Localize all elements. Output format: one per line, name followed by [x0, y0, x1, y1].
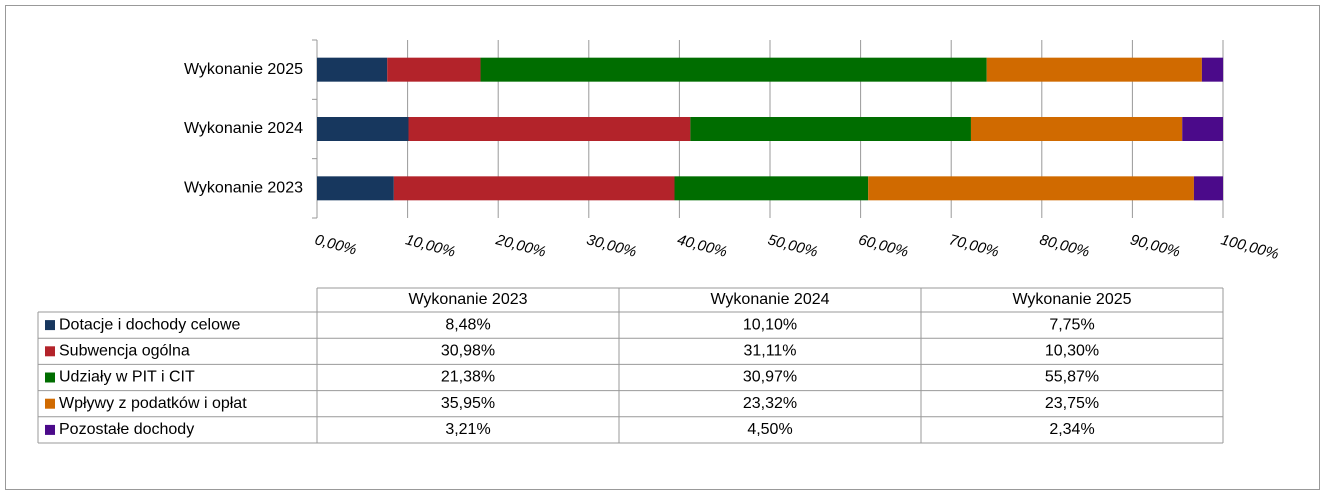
table-cell: 3,21% — [445, 421, 490, 438]
bar-segment — [408, 117, 691, 141]
table-cell: 8,48% — [445, 316, 490, 333]
table-cell: 10,10% — [743, 316, 797, 333]
legend-swatch — [45, 320, 55, 331]
table-cell: 23,75% — [1045, 395, 1099, 412]
bar-segment — [674, 176, 869, 201]
table-cell: 21,38% — [441, 369, 495, 386]
table-header: Wykonanie 2025 — [1012, 291, 1131, 308]
legend-label: Pozostałe dochody — [59, 421, 194, 438]
table-cell: 23,32% — [743, 395, 797, 412]
table-cell: 10,30% — [1045, 343, 1099, 360]
y-tick-label: Wykonanie 2025 — [184, 61, 303, 78]
table-cell: 4,50% — [747, 421, 792, 438]
table-header: Wykonanie 2023 — [408, 291, 527, 308]
bar-segment — [317, 57, 388, 82]
bar-segment — [1193, 176, 1223, 201]
legend-label: Dotacje i dochody celowe — [59, 316, 241, 333]
table-cell: 30,98% — [441, 343, 495, 360]
bar-segment — [690, 117, 971, 141]
y-tick-label: Wykonanie 2024 — [184, 120, 303, 137]
bar-segment — [387, 57, 481, 82]
legend-swatch — [45, 398, 55, 409]
legend-label: Udziały w PIT i CIT — [59, 369, 195, 386]
table-cell: 31,11% — [743, 343, 796, 360]
chart-border — [5, 5, 1320, 490]
bar-segment — [970, 117, 1183, 141]
table-cell: 7,75% — [1049, 316, 1094, 333]
table-cell: 55,87% — [1045, 369, 1099, 386]
legend-label: Subwencja ogólna — [59, 343, 190, 360]
table-cell: 30,97% — [743, 369, 797, 386]
bar-segment — [986, 57, 1202, 82]
bar-segment — [393, 176, 675, 201]
bar-segment — [480, 57, 987, 82]
legend-label: Wpływy z podatków i opłat — [59, 395, 247, 412]
table-header: Wykonanie 2024 — [710, 291, 829, 308]
y-tick-label: Wykonanie 2023 — [184, 180, 303, 197]
table-cell: 2,34% — [1049, 421, 1094, 438]
bar-segment — [1201, 57, 1224, 82]
legend-swatch — [45, 372, 55, 383]
bar-segment — [317, 176, 394, 201]
table-cell: 35,95% — [441, 395, 495, 412]
bar-segment — [868, 176, 1194, 201]
bar-segment — [317, 117, 409, 141]
bar-segment — [1182, 117, 1223, 141]
legend-swatch — [45, 346, 55, 357]
legend-swatch — [45, 424, 55, 435]
